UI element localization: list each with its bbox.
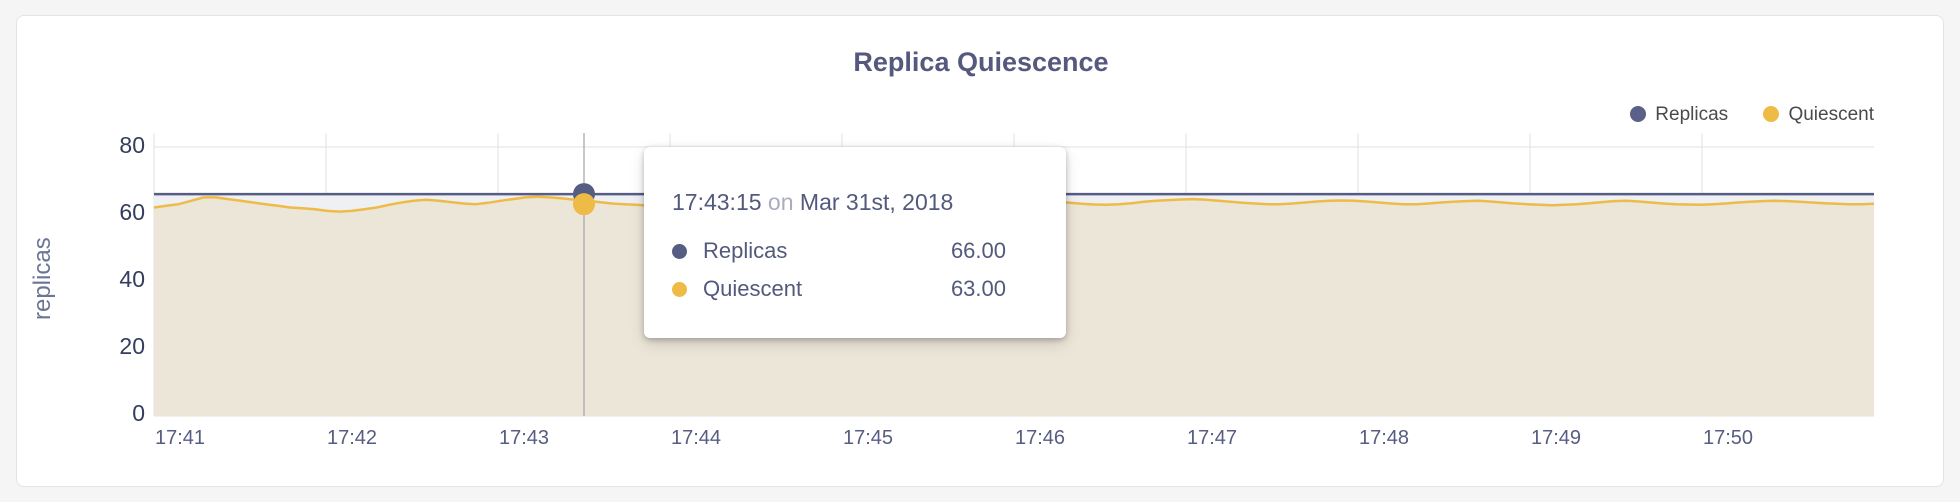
svg-text:17:46: 17:46 xyxy=(1015,427,1065,449)
svg-text:17:49: 17:49 xyxy=(1531,427,1581,449)
svg-text:0: 0 xyxy=(132,400,145,426)
svg-text:40: 40 xyxy=(119,266,145,292)
svg-text:17:45: 17:45 xyxy=(843,427,893,449)
svg-text:17:50: 17:50 xyxy=(1703,427,1753,449)
svg-text:17:43: 17:43 xyxy=(499,427,549,449)
svg-text:17:44: 17:44 xyxy=(671,427,721,449)
svg-text:17:47: 17:47 xyxy=(1187,427,1237,449)
svg-text:17:41: 17:41 xyxy=(155,427,205,449)
svg-text:60: 60 xyxy=(119,199,145,225)
svg-text:20: 20 xyxy=(119,333,145,359)
svg-text:17:48: 17:48 xyxy=(1359,427,1409,449)
svg-text:17:42: 17:42 xyxy=(327,427,377,449)
svg-text:80: 80 xyxy=(119,132,145,158)
